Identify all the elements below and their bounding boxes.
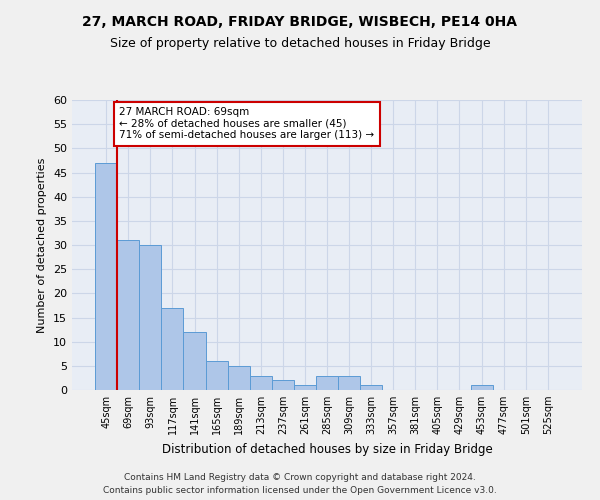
Bar <box>95 163 117 390</box>
Bar <box>316 376 338 390</box>
Bar <box>227 366 250 390</box>
Bar <box>272 380 294 390</box>
Text: Size of property relative to detached houses in Friday Bridge: Size of property relative to detached ho… <box>110 38 490 51</box>
Bar <box>161 308 184 390</box>
Bar <box>250 376 272 390</box>
Bar <box>184 332 206 390</box>
Bar <box>139 245 161 390</box>
Text: 27, MARCH ROAD, FRIDAY BRIDGE, WISBECH, PE14 0HA: 27, MARCH ROAD, FRIDAY BRIDGE, WISBECH, … <box>83 15 517 29</box>
Text: Contains HM Land Registry data © Crown copyright and database right 2024.
Contai: Contains HM Land Registry data © Crown c… <box>103 474 497 495</box>
Bar <box>470 385 493 390</box>
Bar <box>206 361 227 390</box>
Y-axis label: Number of detached properties: Number of detached properties <box>37 158 47 332</box>
Bar <box>117 240 139 390</box>
Text: 27 MARCH ROAD: 69sqm
← 28% of detached houses are smaller (45)
71% of semi-detac: 27 MARCH ROAD: 69sqm ← 28% of detached h… <box>119 108 374 140</box>
Bar <box>294 385 316 390</box>
Bar <box>338 376 360 390</box>
X-axis label: Distribution of detached houses by size in Friday Bridge: Distribution of detached houses by size … <box>161 442 493 456</box>
Bar <box>360 385 382 390</box>
